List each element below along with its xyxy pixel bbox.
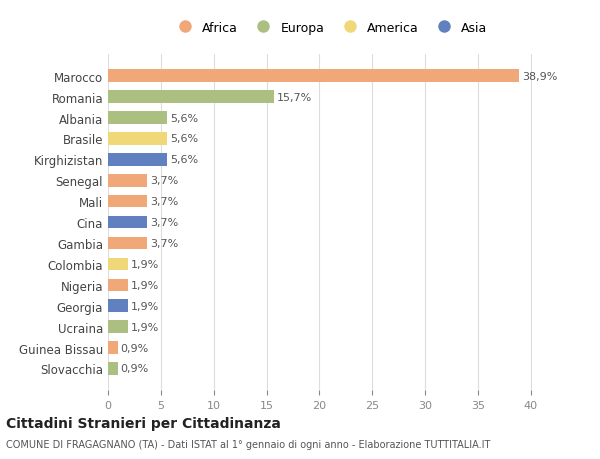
Text: 3,7%: 3,7% <box>150 239 179 248</box>
Text: 3,7%: 3,7% <box>150 197 179 207</box>
Text: 1,9%: 1,9% <box>131 322 160 332</box>
Bar <box>108 216 147 229</box>
Bar <box>108 363 118 375</box>
Bar <box>108 258 128 271</box>
Text: 38,9%: 38,9% <box>523 72 558 82</box>
Text: 3,7%: 3,7% <box>150 218 179 228</box>
Bar <box>108 300 128 312</box>
Bar <box>108 154 167 166</box>
Bar <box>108 174 147 187</box>
Bar <box>108 196 147 208</box>
Text: 1,9%: 1,9% <box>131 259 160 269</box>
Text: 5,6%: 5,6% <box>170 155 199 165</box>
Bar <box>108 133 167 146</box>
Bar <box>108 91 274 104</box>
Text: Cittadini Stranieri per Cittadinanza: Cittadini Stranieri per Cittadinanza <box>6 416 281 430</box>
Bar <box>108 237 147 250</box>
Bar <box>108 341 118 354</box>
Bar <box>108 279 128 291</box>
Bar <box>108 321 128 333</box>
Bar <box>108 112 167 124</box>
Text: 15,7%: 15,7% <box>277 92 313 102</box>
Text: 3,7%: 3,7% <box>150 176 179 186</box>
Text: 1,9%: 1,9% <box>131 301 160 311</box>
Text: 5,6%: 5,6% <box>170 113 199 123</box>
Text: 0,9%: 0,9% <box>121 343 149 353</box>
Text: 1,9%: 1,9% <box>131 280 160 290</box>
Legend: Africa, Europa, America, Asia: Africa, Europa, America, Asia <box>169 18 491 38</box>
Text: 5,6%: 5,6% <box>170 134 199 144</box>
Text: COMUNE DI FRAGAGNANO (TA) - Dati ISTAT al 1° gennaio di ogni anno - Elaborazione: COMUNE DI FRAGAGNANO (TA) - Dati ISTAT a… <box>6 440 490 449</box>
Text: 0,9%: 0,9% <box>121 364 149 374</box>
Bar <box>108 70 519 83</box>
